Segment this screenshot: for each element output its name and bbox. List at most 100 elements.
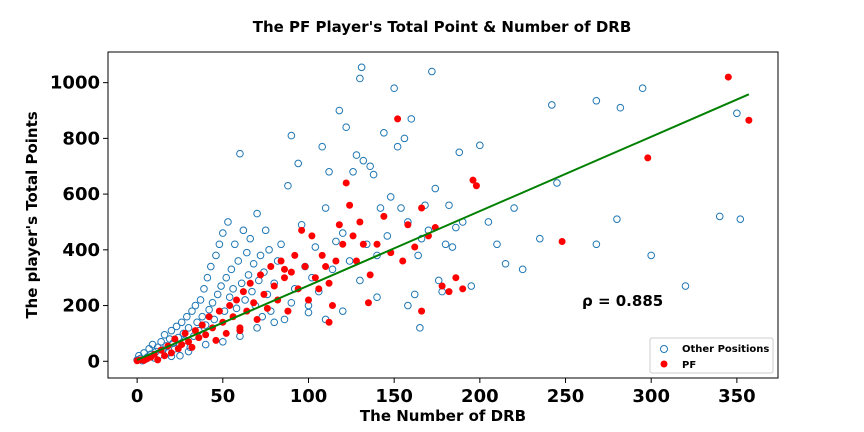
other-position-point: [553, 179, 561, 187]
y-tick-label: 0: [87, 351, 100, 372]
other-position-point: [167, 326, 176, 335]
pf-point: [315, 285, 323, 293]
other-position-point: [397, 204, 405, 212]
pf-point: [322, 263, 330, 271]
other-position-point: [518, 265, 527, 274]
pf-point: [181, 329, 189, 337]
other-position-point: [592, 240, 601, 249]
pf-point: [195, 334, 203, 342]
x-tick-label: 0: [131, 386, 144, 407]
other-position-point: [222, 273, 231, 282]
other-position-point: [311, 243, 320, 251]
pf-point: [191, 327, 199, 335]
other-position-point: [715, 212, 724, 221]
other-position-point: [434, 276, 443, 285]
y-tick-label: 800: [62, 128, 100, 149]
pf-point: [280, 265, 288, 273]
other-position-point: [592, 96, 601, 105]
x-tick-label: 350: [718, 386, 756, 407]
y-axis-ticks: 0 200 400 600 800 1000: [50, 73, 108, 372]
pf-point: [724, 73, 732, 81]
other-position-point: [242, 248, 251, 257]
pf-point: [215, 307, 223, 315]
other-position-point: [203, 273, 212, 282]
x-tick-label: 50: [210, 386, 235, 407]
pf-point: [178, 341, 186, 349]
other-position-point: [335, 106, 344, 115]
other-position-point: [733, 109, 741, 118]
other-position-point: [172, 322, 181, 331]
other-position-point: [184, 347, 193, 356]
pf-point: [366, 271, 374, 279]
other-position-point: [239, 226, 248, 235]
other-position-point: [467, 282, 476, 290]
pf-point: [411, 243, 419, 251]
other-position-point: [244, 271, 253, 279]
other-position-point: [414, 251, 422, 260]
other-position-point: [184, 324, 193, 332]
pf-point: [349, 232, 357, 240]
other-position-point: [234, 257, 243, 265]
other-position-point: [349, 168, 357, 176]
pf-point: [342, 179, 350, 187]
other-positions-points: [133, 63, 745, 365]
pf-point: [318, 251, 326, 259]
pf-point: [418, 307, 426, 315]
other-position-point: [736, 215, 745, 223]
pf-point: [328, 302, 336, 310]
other-position-point: [176, 351, 184, 360]
pf-point: [263, 304, 271, 312]
x-tick-label: 300: [632, 386, 670, 407]
pf-point: [335, 221, 343, 229]
pf-point: [332, 257, 340, 265]
other-position-point: [224, 218, 232, 226]
pf-point: [452, 274, 460, 282]
other-position-point: [400, 134, 409, 143]
other-position-point: [369, 170, 378, 179]
other-position-point: [510, 204, 518, 212]
pf-point: [257, 271, 265, 279]
other-position-point: [200, 285, 208, 293]
other-position-point: [647, 251, 655, 260]
other-position-point: [227, 265, 236, 274]
pf-point: [280, 274, 288, 282]
other-position-point: [205, 305, 213, 314]
other-position-point: [256, 251, 265, 260]
other-position-point: [219, 229, 227, 237]
y-tick-label: 200: [62, 296, 100, 317]
other-position-point: [261, 226, 270, 235]
pf-point: [167, 349, 175, 357]
other-position-point: [196, 296, 205, 304]
legend-marker-other: [660, 345, 668, 353]
pf-point: [394, 115, 402, 123]
pf-point: [202, 331, 210, 339]
pf-point: [644, 154, 652, 162]
pf-point: [404, 221, 412, 229]
other-position-point: [321, 204, 330, 212]
y-axis-label: The player's Total Points: [23, 111, 41, 318]
other-position-point: [253, 324, 261, 332]
other-position-point: [428, 67, 436, 76]
other-position-point: [445, 201, 453, 210]
pf-point: [399, 257, 407, 265]
other-position-point: [208, 298, 217, 307]
other-position-point: [356, 276, 364, 285]
other-position-point: [338, 229, 347, 237]
legend-label-other: Other Positions: [682, 344, 769, 355]
other-position-point: [332, 237, 340, 246]
other-position-point: [616, 103, 625, 112]
pf-point: [325, 279, 333, 287]
pf-point: [445, 288, 453, 296]
pf-point: [260, 290, 268, 298]
pf-point: [250, 299, 258, 307]
other-position-point: [265, 246, 273, 254]
pf-point: [745, 116, 753, 124]
other-position-point: [383, 232, 392, 240]
other-position-point: [177, 318, 186, 327]
chart-title: The PF Player's Total Point & Number of …: [253, 18, 632, 36]
other-position-point: [352, 151, 361, 159]
pf-point: [469, 176, 477, 184]
pf-point: [205, 313, 213, 321]
other-position-point: [681, 282, 690, 290]
other-position-point: [373, 293, 381, 301]
